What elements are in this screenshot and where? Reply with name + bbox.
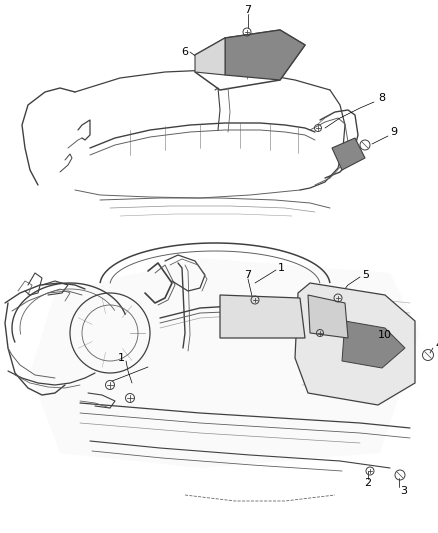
Polygon shape [195, 38, 225, 75]
Polygon shape [225, 30, 305, 80]
Text: 1: 1 [118, 353, 125, 363]
Text: 6: 6 [181, 47, 188, 57]
Text: 3: 3 [400, 486, 407, 496]
Polygon shape [220, 295, 305, 338]
Text: 7: 7 [244, 270, 251, 280]
Text: 1: 1 [278, 263, 285, 273]
Polygon shape [332, 138, 365, 170]
Polygon shape [30, 258, 420, 468]
Polygon shape [308, 295, 348, 338]
Text: 4: 4 [435, 340, 438, 350]
Text: 10: 10 [378, 330, 392, 340]
Text: 9: 9 [390, 127, 397, 137]
Polygon shape [295, 283, 415, 405]
Polygon shape [342, 321, 405, 368]
Text: 2: 2 [364, 478, 371, 488]
Text: 8: 8 [378, 93, 385, 103]
Text: 5: 5 [362, 270, 369, 280]
Text: 7: 7 [244, 5, 251, 15]
